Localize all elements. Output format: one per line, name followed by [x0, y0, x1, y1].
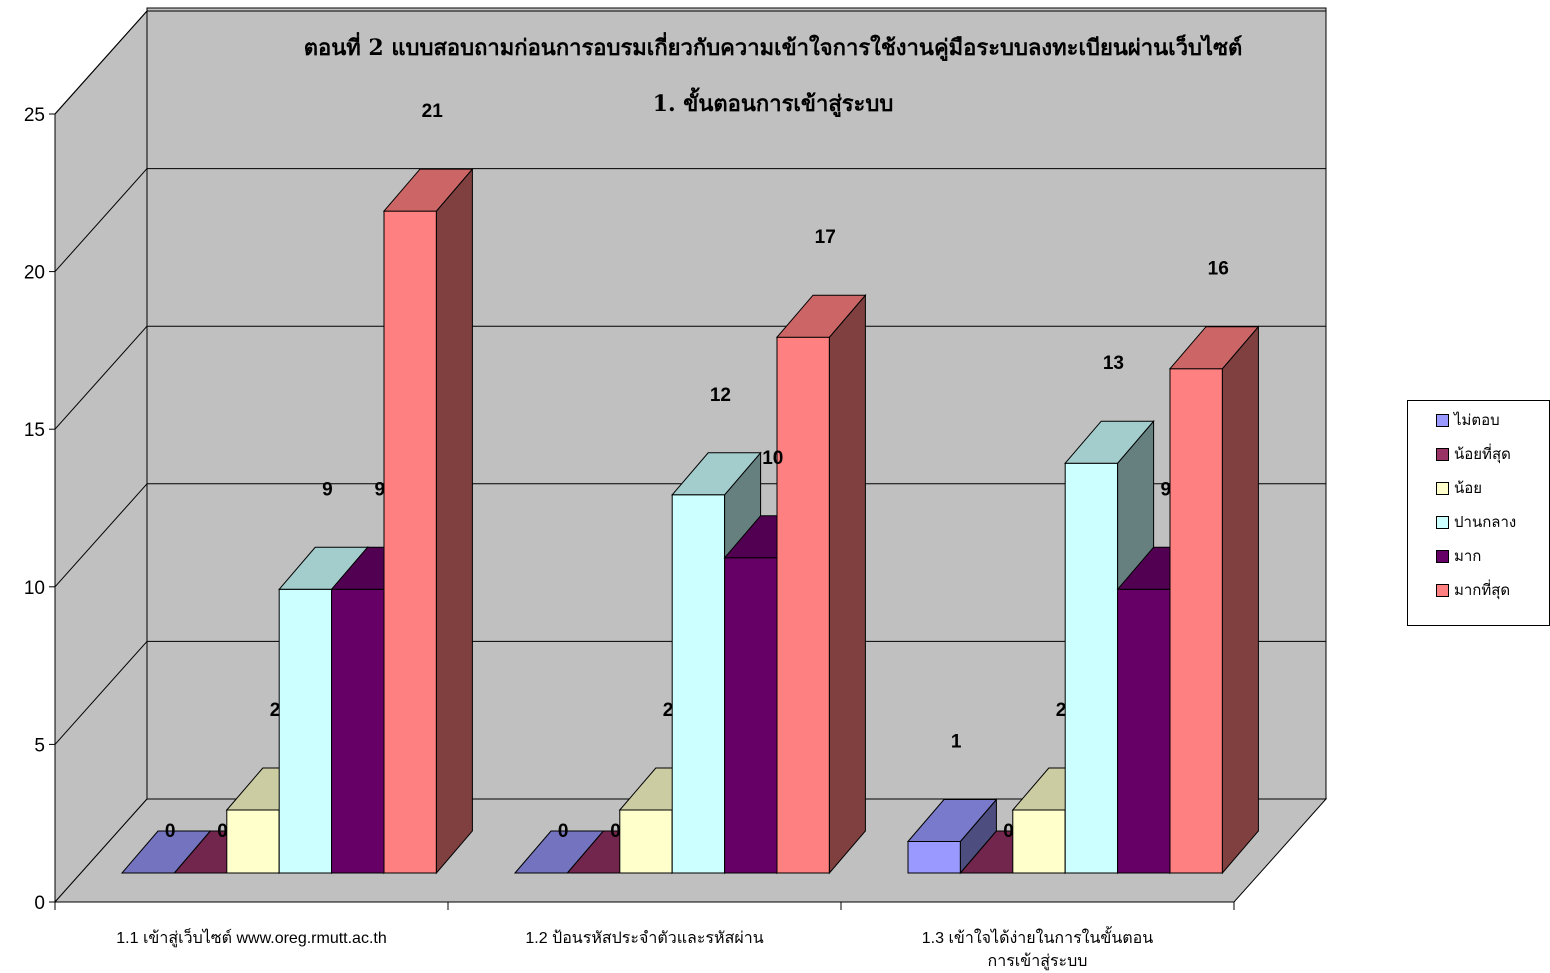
gridline	[54, 325, 148, 430]
bar-front	[278, 588, 333, 874]
legend-swatch	[1436, 414, 1449, 427]
legend-label: ไม่ตอบ	[1454, 411, 1500, 429]
bar-front	[619, 809, 673, 874]
data-label: 13	[1103, 353, 1124, 374]
legend-swatch	[1436, 482, 1449, 495]
bar-side	[828, 293, 866, 875]
y-tick-label: 20	[24, 263, 45, 284]
bar-front	[1169, 368, 1223, 874]
y-tick-label: 5	[34, 735, 45, 756]
y-tick-labels: 0 5 10 15 20 25	[24, 105, 55, 914]
data-label: 0	[217, 821, 228, 842]
bar-top	[1064, 420, 1155, 464]
bar-side	[435, 167, 473, 875]
bar-front	[1064, 462, 1119, 874]
legend-label: น้อยที่สุด	[1454, 445, 1511, 463]
data-label: 12	[710, 385, 731, 406]
category-label: 1.1 เข้าสู่เว็บไซต์ www.oreg.rmutt.ac.th	[116, 927, 386, 948]
bar	[1168, 325, 1260, 875]
data-label: 9	[322, 479, 333, 500]
category-label: 1.2 ป้อนรหัสประจำตัวและรหัสผ่าน	[525, 929, 763, 947]
legend-swatch	[1436, 550, 1449, 563]
legend-item: ไม่ตอบ	[1436, 411, 1549, 445]
legend-label: น้อย	[1454, 479, 1483, 497]
bar-front	[226, 809, 280, 874]
bar-front	[907, 840, 961, 874]
legend-label: มากที่สุด	[1454, 581, 1511, 599]
bar	[906, 798, 998, 875]
y-tick-label: 0	[34, 893, 45, 914]
data-label: 2	[663, 700, 674, 721]
y-tick-label: 15	[24, 420, 45, 441]
bar-top	[775, 294, 867, 338]
data-label: 9	[375, 479, 386, 500]
legend-swatch	[1436, 584, 1449, 597]
bar-front	[671, 494, 726, 874]
side-wall	[54, 9, 148, 904]
data-label: 0	[1003, 821, 1014, 842]
gridline	[54, 483, 148, 588]
bar-top	[671, 452, 762, 496]
chart-title: ตอนที่ 2 แบบสอบถามก่อนการอบรมเกี่ยวกับคว…	[304, 31, 1243, 62]
bar	[775, 293, 867, 875]
y-tick-label: 10	[24, 578, 45, 599]
category-labels: 1.1 เข้าสู่เว็บไซต์ www.oreg.rmutt.ac.th…	[116, 926, 1153, 971]
bar-front	[1012, 809, 1066, 874]
data-label: 0	[165, 821, 176, 842]
chart-subtitle: 1. ขั้นตอนการเข้าสู่ระบบ	[653, 87, 894, 118]
data-label: 17	[815, 227, 836, 248]
legend-swatch	[1436, 516, 1449, 529]
data-label: 9	[1161, 479, 1172, 500]
legend-item: มาก	[1436, 547, 1549, 581]
bar-front	[1117, 588, 1171, 874]
bar-front	[724, 557, 778, 874]
bar-front	[383, 210, 437, 874]
legend: ไม่ตอบน้อยที่สุดน้อยปานกลางมากมากที่สุด	[1407, 400, 1550, 626]
category-label: 1.3 เข้าใจได้ง่ายในการในขั้นตอน	[922, 926, 1154, 947]
gridline	[54, 10, 148, 115]
category-label: การเข้าสู่ระบบ	[988, 952, 1088, 971]
legend-item: น้อยที่สุด	[1436, 445, 1549, 479]
legend-item: มากที่สุด	[1436, 581, 1549, 615]
bar	[382, 167, 474, 875]
axes	[54, 114, 1235, 910]
bar-top	[382, 168, 474, 212]
legend-label: ปานกลาง	[1454, 513, 1517, 531]
data-label: 16	[1208, 259, 1229, 280]
bar-front	[776, 336, 830, 874]
bar-top	[906, 799, 998, 842]
y-tick-label: 25	[24, 105, 45, 126]
data-label: 2	[270, 700, 281, 721]
data-label: 1	[951, 731, 962, 752]
bars	[120, 167, 1260, 875]
data-label: 0	[558, 821, 569, 842]
legend-item: น้อย	[1436, 479, 1549, 513]
data-label: 0	[610, 821, 621, 842]
data-label: 10	[762, 448, 783, 469]
data-label: 2	[1056, 700, 1067, 721]
legend-label: มาก	[1454, 547, 1482, 565]
bar-front	[331, 588, 385, 874]
legend-item: ปานกลาง	[1436, 513, 1549, 547]
gridline	[54, 641, 148, 745]
bar-side	[1221, 325, 1259, 875]
gridline	[54, 168, 148, 272]
legend-swatch	[1436, 448, 1449, 461]
data-label: 21	[422, 101, 444, 122]
bar-top	[1168, 326, 1260, 370]
